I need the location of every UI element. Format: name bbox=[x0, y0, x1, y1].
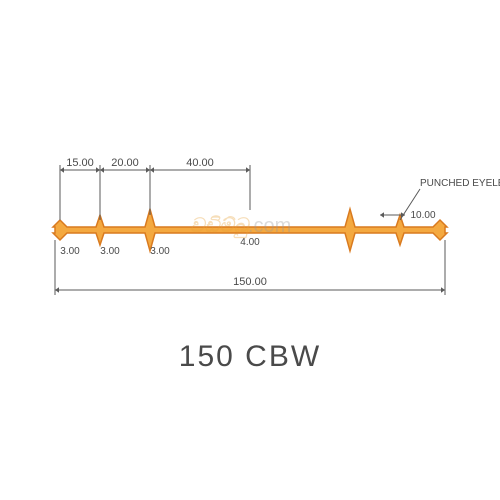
product-title: 150 CBW bbox=[0, 340, 500, 374]
svg-text:20.00: 20.00 bbox=[111, 157, 139, 169]
svg-text:10.00: 10.00 bbox=[411, 210, 436, 221]
watermark: වඩිම්බු.com bbox=[190, 215, 291, 238]
svg-text:3.00: 3.00 bbox=[60, 246, 80, 257]
watermark-suffix: .com bbox=[248, 215, 291, 237]
svg-text:15.00: 15.00 bbox=[66, 157, 94, 169]
svg-text:3.00: 3.00 bbox=[100, 246, 120, 257]
watermark-main: වඩිම්බු bbox=[190, 215, 248, 237]
svg-text:PUNCHED EYELET: PUNCHED EYELET bbox=[420, 178, 500, 189]
svg-text:150.00: 150.00 bbox=[233, 276, 267, 288]
svg-text:40.00: 40.00 bbox=[186, 157, 214, 169]
svg-text:4.00: 4.00 bbox=[240, 237, 260, 248]
diagram-canvas: 15.00 20.00 40.00 150.00 3.00 3.00 3.00 4.00 10.… bbox=[0, 0, 500, 500]
svg-text:3.00: 3.00 bbox=[150, 246, 170, 257]
